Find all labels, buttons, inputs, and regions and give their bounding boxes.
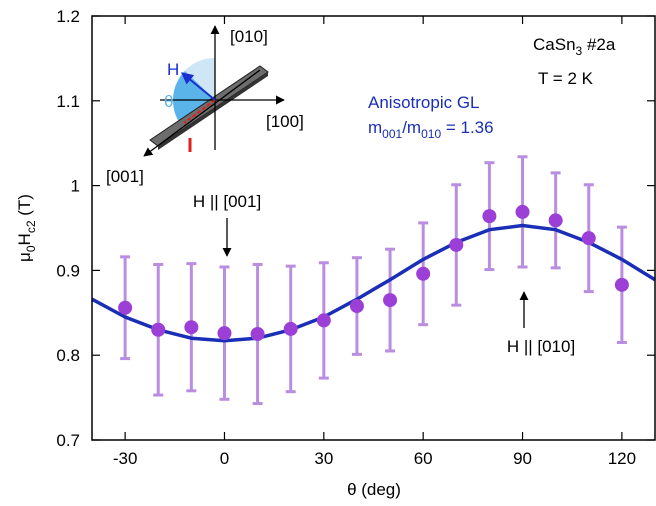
data-point: [250, 327, 265, 341]
sample-label: CaSn3 #2a: [533, 35, 616, 58]
label-part: (T): [15, 194, 34, 220]
x-tick-label: 30: [314, 449, 333, 468]
data-point: [283, 321, 298, 336]
data-point: [217, 326, 232, 341]
label-part: μ: [15, 252, 34, 262]
annotation: H || [010]: [507, 337, 575, 356]
x-tick-label: 90: [513, 449, 532, 468]
plot-frame: [91, 15, 656, 441]
label-part: #2a: [582, 35, 616, 54]
x-tick-label: 120: [608, 449, 636, 468]
y-tick-label: 0.9: [56, 261, 80, 280]
data-point: [449, 237, 464, 252]
y-tick-label: 1.2: [56, 7, 80, 26]
data-point: [515, 204, 530, 219]
data-point: [482, 209, 497, 224]
data-point: [548, 213, 563, 228]
x-tick-label: 60: [414, 449, 433, 468]
plot-area: 0.7 0.8 0.9 1 1.1 1.2 -30 0 30 60 90 120: [56, 7, 656, 468]
label-part: 3: [576, 44, 583, 58]
fit-line: [91, 223, 656, 343]
label-part: = 1.36: [441, 118, 493, 137]
data-point: [184, 320, 199, 335]
fit-label: m001/m010 = 1.36: [368, 118, 494, 141]
sample-bar: [158, 72, 268, 150]
label-part: /m: [402, 118, 421, 137]
fit-label: Anisotropic GL: [368, 93, 480, 112]
label-part: m: [368, 118, 382, 137]
inset-label: [001]: [106, 167, 144, 186]
label-part: H: [15, 233, 34, 245]
x-tick-label: -30: [113, 449, 138, 468]
angle-sector: [173, 71, 215, 125]
label-part: c2: [24, 220, 38, 233]
y-tick-label: 1.1: [56, 92, 80, 111]
x-axis-label: θ (deg): [347, 480, 401, 499]
temperature-label: T = 2 K: [538, 69, 594, 88]
inset-label: [010]: [230, 27, 268, 46]
inset-label: θ: [164, 92, 173, 111]
axis-arrow: [143, 69, 261, 157]
field-arrow: [181, 72, 216, 101]
data-point: [383, 293, 398, 308]
data-point: [151, 322, 166, 337]
data-point: [614, 277, 629, 292]
inset: [010] [100] [001] H θ: [106, 25, 304, 186]
y-tick-label: 0.8: [56, 346, 80, 365]
annotation: H || [001]: [193, 192, 261, 211]
label-part: 0: [24, 245, 38, 252]
data-point: [349, 299, 364, 314]
y-tick-label: 1: [71, 177, 80, 196]
inset-label: H: [167, 60, 179, 79]
y-axis-label: μ0Hc2 (T): [15, 194, 38, 262]
data-point: [581, 231, 596, 246]
label-part: 001: [382, 127, 402, 141]
current-line: [183, 99, 216, 124]
label-part: 010: [421, 127, 441, 141]
x-tick-label: 0: [220, 449, 229, 468]
data-point: [118, 300, 133, 315]
inset-label: [100]: [266, 112, 304, 131]
y-tick-label: 0.7: [56, 431, 80, 450]
data-point: [416, 266, 431, 281]
data-point: [316, 313, 331, 328]
label-part: CaSn: [533, 35, 576, 54]
